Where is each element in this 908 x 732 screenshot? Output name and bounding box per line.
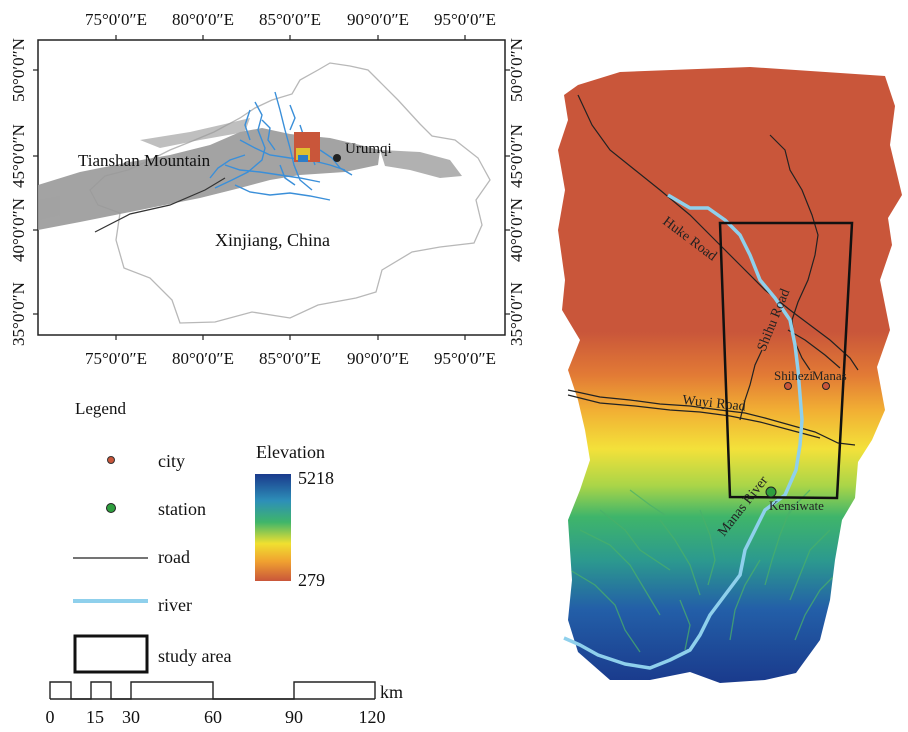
lat-tick-right: 40°0′0″N: [507, 198, 526, 262]
scale-tick-label: 120: [359, 707, 386, 727]
kensiwate-station-icon: [765, 486, 777, 498]
inset-ticks: [33, 35, 510, 340]
city-symbol-icon: [107, 456, 115, 464]
legend-label-river: river: [158, 595, 192, 615]
main-map-svg: Huke Road Shihu Road Wuyi Road Manas Riv…: [558, 67, 902, 683]
lon-tick-bottom: 90°0′0″E: [347, 349, 409, 368]
manas-label: Manas: [812, 368, 847, 383]
legend-label-study-area: study area: [158, 646, 231, 666]
manas-city-icon: [822, 382, 830, 390]
lon-tick-top: 95°0′0″E: [434, 10, 496, 29]
inset-study-region-high: [298, 155, 308, 162]
lon-tick-top: 80°0′0″E: [172, 10, 234, 29]
elevation-max: 5218: [298, 468, 334, 488]
legend-label-road: road: [158, 547, 190, 567]
elevation-min: 279: [298, 570, 325, 590]
lon-tick-top: 90°0′0″E: [347, 10, 409, 29]
lon-tick-top: 75°0′0″E: [85, 10, 147, 29]
lon-tick-bottom: 85°0′0″E: [259, 349, 321, 368]
wuyi-road-label: Wuyi Road: [682, 393, 747, 415]
mountain-label: Tianshan Mountain: [78, 151, 211, 170]
lat-tick-right: 35°0′0″N: [507, 282, 526, 346]
urumqi-point: [333, 154, 341, 162]
main-map: Huke Road Shihu Road Wuyi Road Manas Riv…: [540, 40, 908, 727]
lon-tick-bottom: 95°0′0″E: [434, 349, 496, 368]
elevation-title: Elevation: [256, 442, 325, 462]
scale-tick-label: 15: [86, 707, 104, 727]
scale-tick-label: 90: [285, 707, 303, 727]
legend-label-station: station: [158, 499, 206, 519]
shihezi-city-icon: [784, 382, 792, 390]
region-label: Xinjiang, China: [215, 230, 330, 250]
legend-title: Legend: [75, 399, 126, 418]
inset-map-svg: 75°0′0″E 80°0′0″E 85°0′0″E 90°0′0″E 95°0…: [9, 10, 526, 368]
lon-tick-bottom: 80°0′0″E: [172, 349, 234, 368]
legend-label-city: city: [158, 451, 185, 471]
urumqi-label: Urumqi: [345, 141, 392, 157]
scale-unit: km: [380, 682, 403, 702]
kensiwate-label: Kensiwate: [769, 498, 824, 513]
inset-border-line: [94, 177, 226, 233]
legend: Legend city station road river study are…: [0, 380, 460, 727]
legend-svg: Legend city station road river study are…: [46, 399, 404, 727]
scale-tick-label: 0: [46, 707, 55, 727]
lat-tick-right: 50°0′0″N: [507, 38, 526, 102]
study-area-rectangle: [718, 221, 854, 500]
elevation-ramp: [255, 474, 291, 581]
scale-tick-label: 60: [204, 707, 222, 727]
manas-river: [563, 193, 804, 670]
shihezi-label: Shihezi: [774, 368, 813, 383]
lon-tick-bottom: 75°0′0″E: [85, 349, 147, 368]
study-area-symbol-icon: [73, 634, 149, 674]
lat-tick-left: 40°0′0″N: [9, 198, 28, 262]
lat-tick-left: 35°0′0″N: [9, 282, 28, 346]
scale-tick-label: 30: [122, 707, 140, 727]
lat-tick-left: 45°0′0″N: [9, 124, 28, 188]
lat-tick-left: 50°0′0″N: [9, 38, 28, 102]
scale-bar: [49, 681, 376, 700]
inset-map: 75°0′0″E 80°0′0″E 85°0′0″E 90°0′0″E 95°0…: [0, 0, 540, 380]
study-region-dem: [558, 67, 902, 683]
station-symbol-icon: [106, 503, 116, 513]
lon-tick-top: 85°0′0″E: [259, 10, 321, 29]
mountain-valleys: [569, 489, 841, 653]
lat-tick-right: 45°0′0″N: [507, 124, 526, 188]
